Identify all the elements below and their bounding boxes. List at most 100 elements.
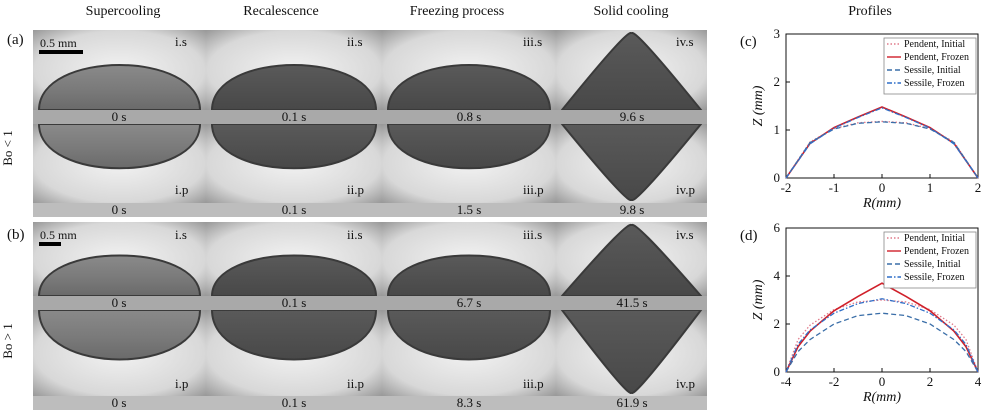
x-tick-label: 2 [927, 374, 934, 389]
header-supercooling: Supercooling [85, 4, 161, 19]
x-axis-label: R(mm) [862, 390, 901, 405]
pendent-sublabel: iii.p [523, 376, 544, 391]
droplet-image-1-3-pendent [556, 310, 707, 396]
droplet-image-0-1-pendent [206, 124, 382, 203]
time-strip-b-sessile [33, 296, 707, 310]
legend-entry: Pendent, Frozen [904, 246, 969, 257]
y-axis-label: Z (mm) [751, 279, 766, 320]
pendent-sublabel: iv.p [676, 376, 696, 391]
bo-label-row-a: Bo < 1 [0, 130, 15, 166]
sessile-sublabel: iii.s [523, 227, 543, 242]
legend-entry: Pendent, Initial [904, 39, 965, 50]
x-tick-label: -2 [829, 374, 840, 389]
x-tick-label: -4 [781, 374, 792, 389]
droplet-image-0-2-pendent [382, 124, 556, 203]
sessile-sublabel: ii.s [347, 34, 363, 49]
panel-label: (d) [740, 228, 758, 244]
legend-entry: Sessile, Frozen [904, 78, 965, 89]
series-line [785, 298, 979, 373]
scale-bar-a [39, 50, 83, 54]
sessile-time-label: 0 s [111, 109, 127, 124]
x-tick-label: 0 [879, 374, 886, 389]
pendent-sublabel: i.p [175, 182, 189, 197]
y-tick-label: 1 [774, 122, 781, 137]
pendent-time-label: 0.1 s [281, 202, 307, 217]
legend-entry: Pendent, Initial [904, 233, 965, 244]
series-line [785, 106, 979, 179]
droplet-image-1-0-pendent [33, 310, 206, 396]
series-line [785, 299, 979, 373]
series-line [785, 120, 979, 179]
legend-entry: Pendent, Frozen [904, 52, 969, 63]
header-freezing-process: Freezing process [409, 4, 505, 19]
pendent-time-label: 8.3 s [456, 395, 482, 410]
time-strip-a-sessile [33, 110, 707, 124]
y-tick-label: 2 [774, 74, 781, 89]
x-tick-label: 0 [879, 180, 886, 195]
panel-label-a: (a) [7, 32, 24, 48]
series-line [785, 107, 979, 179]
pendent-time-label: 0.1 s [281, 395, 307, 410]
x-tick-label: -2 [781, 180, 792, 195]
pendent-time-label: 0 s [111, 202, 127, 217]
droplet-image-1-2-sessile [382, 222, 556, 296]
y-tick-label: 4 [774, 268, 781, 283]
time-strip-b-pendent [33, 396, 707, 410]
droplet-image-1-2-pendent [382, 310, 556, 396]
pendent-sublabel: iv.p [676, 182, 696, 197]
y-tick-label: 3 [774, 26, 781, 41]
sessile-time-label: 0.8 s [456, 109, 482, 124]
y-axis-label: Z (mm) [751, 85, 766, 126]
droplet-image-0-1-sessile [206, 30, 382, 110]
sessile-time-label: 0 s [111, 295, 127, 310]
legend-entry: Sessile, Initial [904, 259, 961, 270]
sessile-sublabel: iii.s [523, 34, 543, 49]
droplet-image-0-0-pendent [33, 124, 206, 203]
x-axis-label: R(mm) [862, 196, 901, 211]
droplet-image-0-3-sessile [556, 30, 707, 110]
sessile-sublabel: i.s [175, 34, 187, 49]
pendent-time-label: 9.8 s [619, 202, 645, 217]
panel-label: (c) [740, 34, 757, 50]
time-strip-a-pendent [33, 203, 707, 217]
header-recalescence: Recalescence [243, 4, 319, 19]
legend-box [883, 231, 977, 289]
profile-chart-c: -2 -1 0 1 2 0 1 2 3 R(mm) Z (mm) (c) Pendent, Initia… [740, 26, 982, 211]
legend-box [883, 37, 977, 95]
droplet-image-1-1-sessile [206, 222, 382, 296]
sessile-sublabel: ii.s [347, 227, 363, 242]
droplet-image-0-3-pendent [556, 124, 707, 203]
sessile-time-label: 0.1 s [281, 109, 307, 124]
scale-bar-b [39, 242, 61, 246]
pendent-sublabel: i.p [175, 376, 189, 391]
droplet-image-0-2-sessile [382, 30, 556, 110]
droplet-image-1-3-sessile [556, 222, 707, 296]
legend-entry: Sessile, Initial [904, 65, 961, 76]
scale-text-a: 0.5 mm [40, 36, 77, 50]
droplet-image-0-0-sessile [33, 30, 206, 110]
sessile-sublabel: iv.s [676, 227, 694, 242]
pendent-sublabel: iii.p [523, 182, 544, 197]
pendent-time-label: 0 s [111, 395, 127, 410]
panel-label-b: (b) [7, 227, 25, 243]
y-tick-label: 0 [774, 170, 781, 185]
bo-label-row-b: Bo > 1 [0, 323, 15, 359]
scale-text-b: 0.5 mm [40, 228, 77, 242]
x-tick-label: 1 [927, 180, 934, 195]
droplet-image-1-0-sessile [33, 222, 206, 296]
droplet-image-1-1-pendent [206, 310, 382, 396]
pendent-time-label: 61.9 s [616, 395, 648, 410]
series-line [785, 121, 979, 179]
series-line [785, 312, 979, 373]
x-tick-label: -1 [829, 180, 840, 195]
sessile-sublabel: i.s [175, 227, 187, 242]
pendent-time-label: 1.5 s [456, 202, 482, 217]
profile-chart-d: -4 -2 0 2 4 0 2 4 6 R(mm) Z (mm) (d) Pendent, Initia… [740, 220, 982, 405]
sessile-time-label: 41.5 s [616, 295, 648, 310]
sessile-sublabel: iv.s [676, 34, 694, 49]
x-tick-label: 2 [975, 180, 982, 195]
y-tick-label: 2 [774, 316, 781, 331]
sessile-time-label: 6.7 s [456, 295, 482, 310]
header-solid-cooling: Solid cooling [593, 4, 669, 19]
series-line [785, 282, 979, 373]
